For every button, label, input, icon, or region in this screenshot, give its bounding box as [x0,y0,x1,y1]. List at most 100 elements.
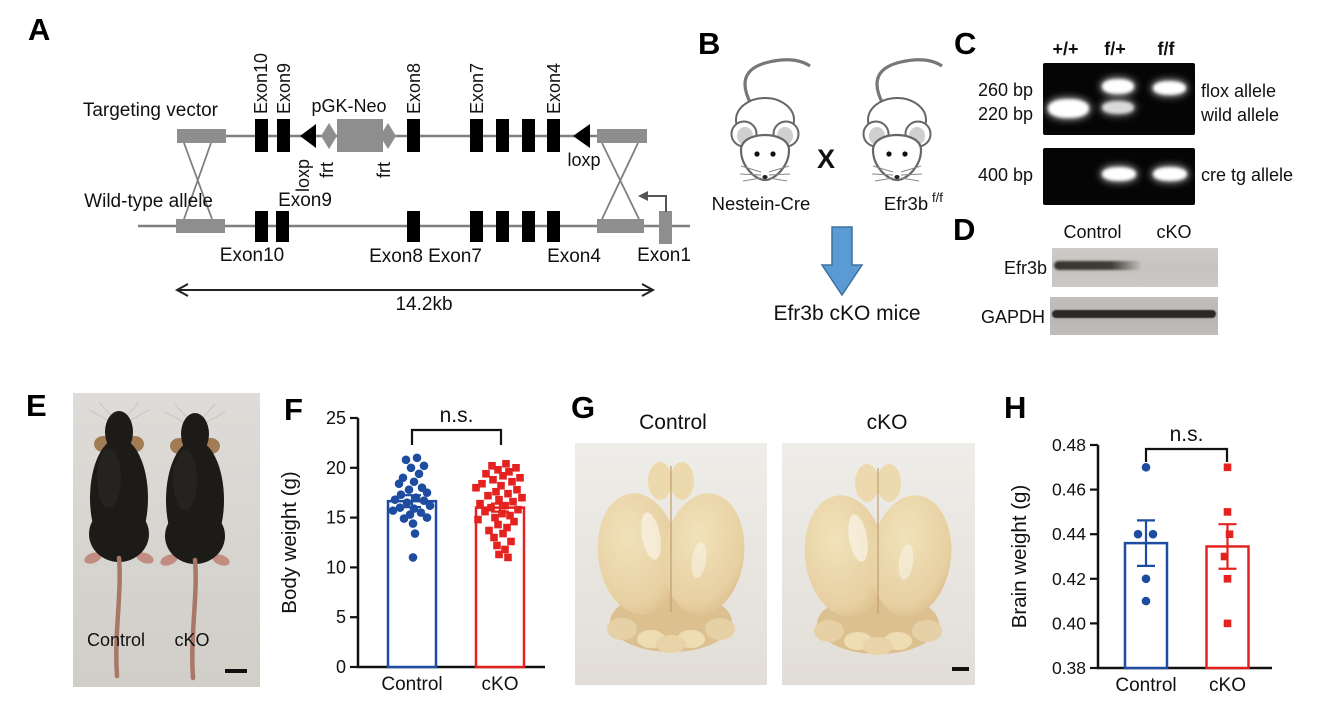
data-point [425,501,435,510]
data-point [508,477,516,486]
x-category-label: cKO [482,674,519,695]
data-point [497,481,505,490]
exon9-box-top [277,119,290,152]
panel-e-letter: E [26,388,47,423]
gel-band-wild-lane1 [1048,99,1089,118]
panel-b-letter: B [698,26,721,61]
gel-band-wild-lane2 [1102,101,1134,114]
y-tick-label: 15 [326,508,346,528]
breeding-scheme: X Nestein-Cre Efr3b f/f Efr3b cKO mice [712,58,944,325]
y-tick-label: 0 [336,657,346,677]
data-point [399,514,409,523]
exon8-wild-label: Exon8 [369,246,423,267]
data-point [490,533,498,542]
panel-f-letter: F [284,392,303,427]
data-point [474,515,482,524]
data-point [422,513,432,522]
parent-mouse-2 [861,58,944,183]
blot-row-gapdh: GAPDH [980,307,1045,327]
loxp-triangle-right [573,124,590,148]
data-point [501,501,509,510]
exon1-label: Exon1 [637,245,691,266]
data-point [395,503,405,512]
data-point [412,453,422,463]
data-point [396,490,406,499]
data-point [487,503,495,512]
data-point [504,553,512,562]
significance-bracket [410,428,503,445]
size-arrowhead-left [174,283,189,297]
western-blot-gapdh [1050,297,1218,335]
y-tick-label: 5 [336,607,346,627]
blot-band-efr3b-control [1054,261,1142,270]
data-point [1141,463,1151,472]
marker-400bp-label: 400 bp [977,165,1033,185]
exon9-top-label: Exon9 [274,63,294,114]
y-tick-label: 20 [326,458,346,478]
frt-left-label: frt [317,162,337,178]
gel-lane-label-1: +/+ [1052,39,1079,59]
significance-label: n.s. [440,404,474,427]
exon9-box-wild [276,211,289,242]
blot-band-gapdh [1052,310,1216,318]
gel-band-cre-lane3 [1153,167,1187,181]
exon10-box-wild [255,211,268,242]
data-point [408,519,418,528]
data-point [476,499,484,508]
exon4-top-label: Exon4 [544,63,564,114]
homology-arm-left-top [177,129,226,143]
data-point [410,529,420,538]
genotyping-gel-bottom [1043,148,1195,205]
scale-bar [225,669,247,673]
data-point [501,545,509,554]
x-category-label: Control [381,674,442,695]
parent-mouse-1 [729,58,812,183]
data-point [488,462,496,470]
mouse-control-label: Control [87,630,145,650]
y-axis-title: Brain weight (g) [1008,485,1031,629]
data-point [492,487,500,496]
data-point [507,537,515,546]
data-point [495,495,503,504]
marker-260bp-label: 260 bp [977,80,1033,100]
pgk-neo-cassette [337,119,383,152]
blot-row-efr3b: Efr3b [1003,258,1047,278]
bar-cKO [1205,545,1250,670]
pgk-neo-label: pGK-Neo [311,96,386,116]
data-point [494,520,502,529]
y-tick-label: 0.42 [1052,569,1086,589]
data-point [491,513,499,522]
data-point [1223,619,1232,628]
cross-symbol: X [817,144,835,174]
recombination-cross-right [601,142,639,220]
homology-arm-right-top [597,129,647,143]
exon10-box-top [255,119,268,152]
data-point [518,493,526,502]
panel-g-letter: G [571,390,596,425]
exon10-top-label: Exon10 [251,53,271,114]
parent2-superscript: f/f [932,190,943,205]
exon7-wild-label: Exon7 [428,246,482,267]
panel-h-letter: H [1004,390,1027,425]
data-point [481,507,489,516]
data-point [512,464,520,472]
exon1-box [659,211,672,244]
data-point [408,553,418,562]
y-tick-label: 0.38 [1052,658,1086,678]
mouse-photo: Control cKO [73,393,260,687]
exon7-box-wild [470,211,483,242]
gel-band-flox-lane3 [1153,81,1186,95]
y-tick-label: 0.44 [1052,524,1086,544]
exon9-wild-label: Exon9 [278,190,332,211]
y-axis-title: Body weight (g) [278,471,301,613]
data-point [416,508,426,517]
data-point [422,488,432,497]
body-weight-chart: 0 5 10 15 20 25 Control cKO n.s. Body weight (g) [278,404,545,695]
y-tick-label: 25 [326,408,346,428]
data-point [484,491,492,500]
y-tick-label: 0.46 [1052,480,1086,500]
data-point [493,541,501,550]
data-point [1223,575,1232,583]
size-arrowhead-right [641,283,656,297]
